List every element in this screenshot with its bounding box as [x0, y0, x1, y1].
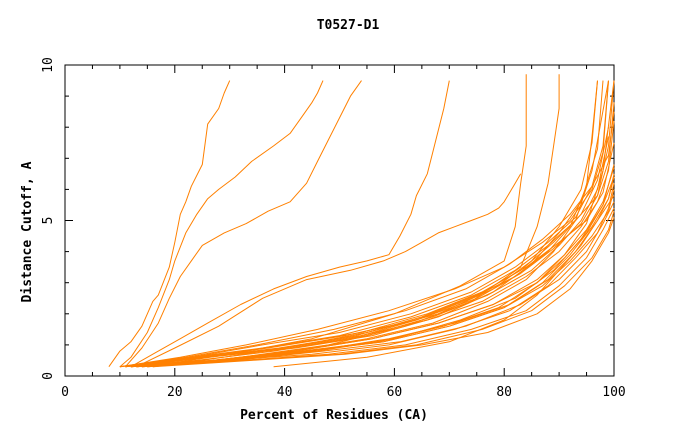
axis-ticks: 0 20 40 60 80 100 0 5 10	[41, 57, 626, 400]
series-line	[125, 80, 598, 368]
y-tick-label: 0	[41, 372, 56, 380]
x-tick-label: 40	[277, 385, 293, 400]
y-tick-label: 5	[41, 217, 56, 225]
series-line	[130, 136, 609, 368]
x-tick-label: 80	[496, 385, 512, 400]
series-line	[136, 183, 615, 368]
series-line	[136, 173, 522, 368]
series-line	[136, 173, 615, 368]
series-line	[119, 80, 609, 368]
series-line	[125, 120, 615, 368]
series-line	[130, 80, 450, 368]
x-tick-label: 0	[61, 385, 69, 400]
x-tick-label: 60	[387, 385, 403, 400]
series-line	[152, 217, 615, 368]
series-line	[125, 80, 615, 368]
series-layer	[108, 74, 615, 368]
series-line	[152, 74, 560, 368]
series-line	[141, 201, 615, 368]
plot-frame	[64, 64, 615, 377]
series-line	[141, 195, 615, 368]
series-line	[273, 176, 615, 368]
y-axis-label: Distance Cutoff, A	[20, 161, 35, 302]
x-axis-label: Percent of Residues (CA)	[240, 408, 428, 423]
series-line	[125, 80, 362, 368]
series-line	[130, 80, 609, 368]
series-line	[147, 74, 527, 368]
x-tick-label: 100	[602, 385, 625, 400]
series-line	[119, 80, 324, 368]
chart-title: T0527-D1	[317, 18, 380, 33]
y-tick-label: 10	[41, 57, 56, 73]
series-line	[130, 80, 598, 368]
series-line	[125, 102, 615, 368]
series-line	[108, 80, 231, 367]
series-line	[147, 207, 615, 368]
series-line	[119, 80, 609, 368]
series-line	[130, 167, 615, 368]
x-tick-label: 20	[167, 385, 183, 400]
